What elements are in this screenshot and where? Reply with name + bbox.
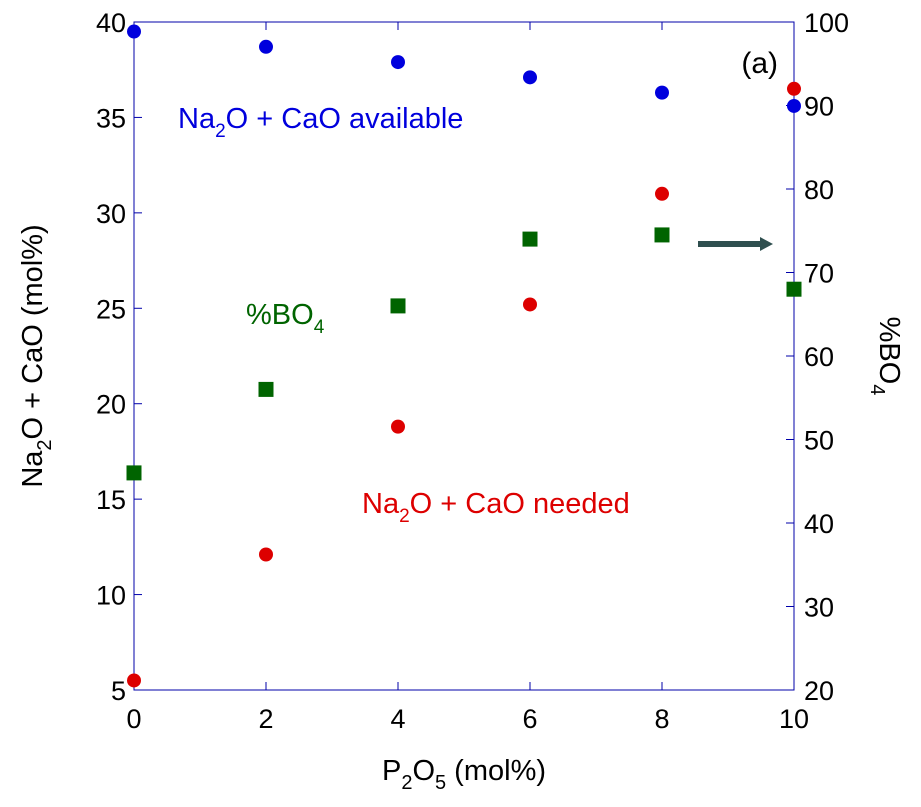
y-left-tick-label: 35 bbox=[96, 103, 126, 133]
data-marks bbox=[126, 24, 802, 688]
y-right-axis-label: %BO4 bbox=[866, 317, 905, 396]
y-left-tick-label: 5 bbox=[111, 676, 126, 706]
y-right-tick-label: 70 bbox=[804, 259, 834, 289]
data-point-circle bbox=[259, 547, 273, 562]
annotation-needed: Na2O + CaO needed bbox=[362, 488, 630, 527]
data-point-square bbox=[522, 231, 538, 247]
data-point-circle bbox=[259, 39, 273, 54]
y-right-axis-ticks: 20 30 40 50 60 70 80 90 100 bbox=[786, 8, 849, 706]
x-tick-label: 4 bbox=[390, 704, 405, 734]
arrow-head bbox=[760, 237, 773, 251]
y-right-tick-label: 100 bbox=[804, 8, 849, 38]
y-left-axis-label: Na2O + CaO (mol%) bbox=[17, 224, 56, 487]
data-point-circle bbox=[391, 419, 405, 434]
data-point-circle bbox=[655, 85, 669, 100]
data-point-circle bbox=[523, 297, 537, 312]
x-tick-label: 6 bbox=[522, 704, 537, 734]
data-point-square bbox=[258, 381, 274, 397]
x-tick-label: 8 bbox=[654, 704, 669, 734]
x-tick-label: 2 bbox=[258, 704, 273, 734]
data-point-circle bbox=[523, 70, 537, 85]
panel-label: (a) bbox=[741, 47, 778, 80]
data-point-circle bbox=[127, 24, 141, 39]
y-right-axis-label-group: %BO4 bbox=[866, 317, 905, 396]
chart-labels: (a) Na2O + CaO available Na2O + CaO needed… bbox=[17, 47, 905, 794]
data-point-circle bbox=[787, 81, 801, 96]
data-point-circle bbox=[391, 55, 405, 70]
x-axis-label: P2O5 (mol%) bbox=[382, 755, 546, 794]
y-right-tick-label: 90 bbox=[804, 92, 834, 122]
data-point-circle bbox=[787, 98, 801, 113]
y-left-tick-label: 10 bbox=[96, 581, 126, 611]
x-tick-label: 0 bbox=[126, 704, 141, 734]
y-left-tick-label: 15 bbox=[96, 485, 126, 515]
y-right-tick-label: 20 bbox=[804, 676, 834, 706]
y-left-tick-label: 20 bbox=[96, 390, 126, 420]
y-left-tick-label: 25 bbox=[96, 294, 126, 324]
y-right-tick-label: 30 bbox=[804, 593, 834, 623]
arrow-shaft bbox=[698, 241, 760, 247]
y-left-tick-label: 30 bbox=[96, 199, 126, 229]
y-left-tick-label: 40 bbox=[96, 8, 126, 38]
y-right-tick-label: 80 bbox=[804, 175, 834, 205]
data-point-circle bbox=[655, 186, 669, 201]
data-point-square bbox=[126, 465, 142, 481]
data-point-circle bbox=[127, 673, 141, 688]
y-left-axis-ticks: 5 10 15 20 25 30 35 40 bbox=[96, 8, 142, 706]
annotation-bo4: %BO4 bbox=[246, 299, 325, 338]
y-right-tick-label: 50 bbox=[804, 426, 834, 456]
y-right-tick-label: 40 bbox=[804, 509, 834, 539]
data-point-square bbox=[654, 227, 670, 243]
y-right-tick-label: 60 bbox=[804, 342, 834, 372]
data-point-square bbox=[786, 281, 802, 297]
y-left-axis-label-group: Na2O + CaO (mol%) bbox=[17, 224, 56, 487]
x-axis-ticks: 0 2 4 6 8 10 bbox=[126, 22, 809, 734]
x-tick-label: 10 bbox=[779, 704, 809, 734]
annotation-available: Na2O + CaO available bbox=[178, 103, 463, 142]
data-point-square bbox=[390, 298, 406, 314]
